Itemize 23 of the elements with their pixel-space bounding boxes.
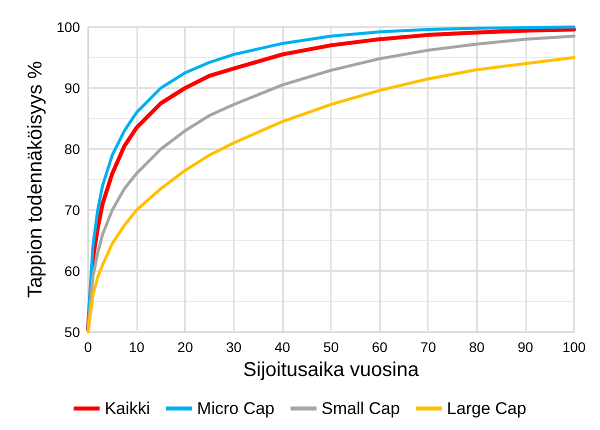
x-tick-label: 60 — [372, 339, 388, 355]
x-tick-label: 40 — [274, 339, 290, 355]
y-tick-label: 80 — [64, 141, 80, 157]
legend-label: Micro Cap — [197, 399, 275, 418]
x-tick-label: 10 — [128, 339, 145, 355]
legend-label: Kaikki — [104, 399, 150, 418]
x-tick-label: 90 — [518, 339, 534, 355]
x-tick-label: 80 — [469, 339, 485, 355]
legend-label: Small Cap — [322, 399, 400, 418]
x-tick-label: 50 — [323, 339, 339, 355]
y-tick-label: 90 — [64, 80, 80, 96]
y-tick-label: 60 — [64, 263, 80, 279]
x-tick-label: 20 — [177, 339, 194, 355]
y-axis-title: Tappion todennäköisyys % — [24, 60, 47, 298]
y-tick-label: 50 — [64, 324, 80, 340]
y-tick-label: 100 — [56, 19, 80, 35]
y-tick-label: 70 — [64, 202, 80, 218]
x-axis-title: Sijoitusaika vuosina — [243, 359, 420, 381]
x-tick-label: 70 — [420, 339, 436, 355]
x-tick-label: 0 — [84, 339, 92, 355]
x-tick-label: 30 — [226, 339, 242, 355]
x-tick-label: 100 — [562, 339, 586, 355]
legend-label: Large Cap — [446, 399, 526, 418]
